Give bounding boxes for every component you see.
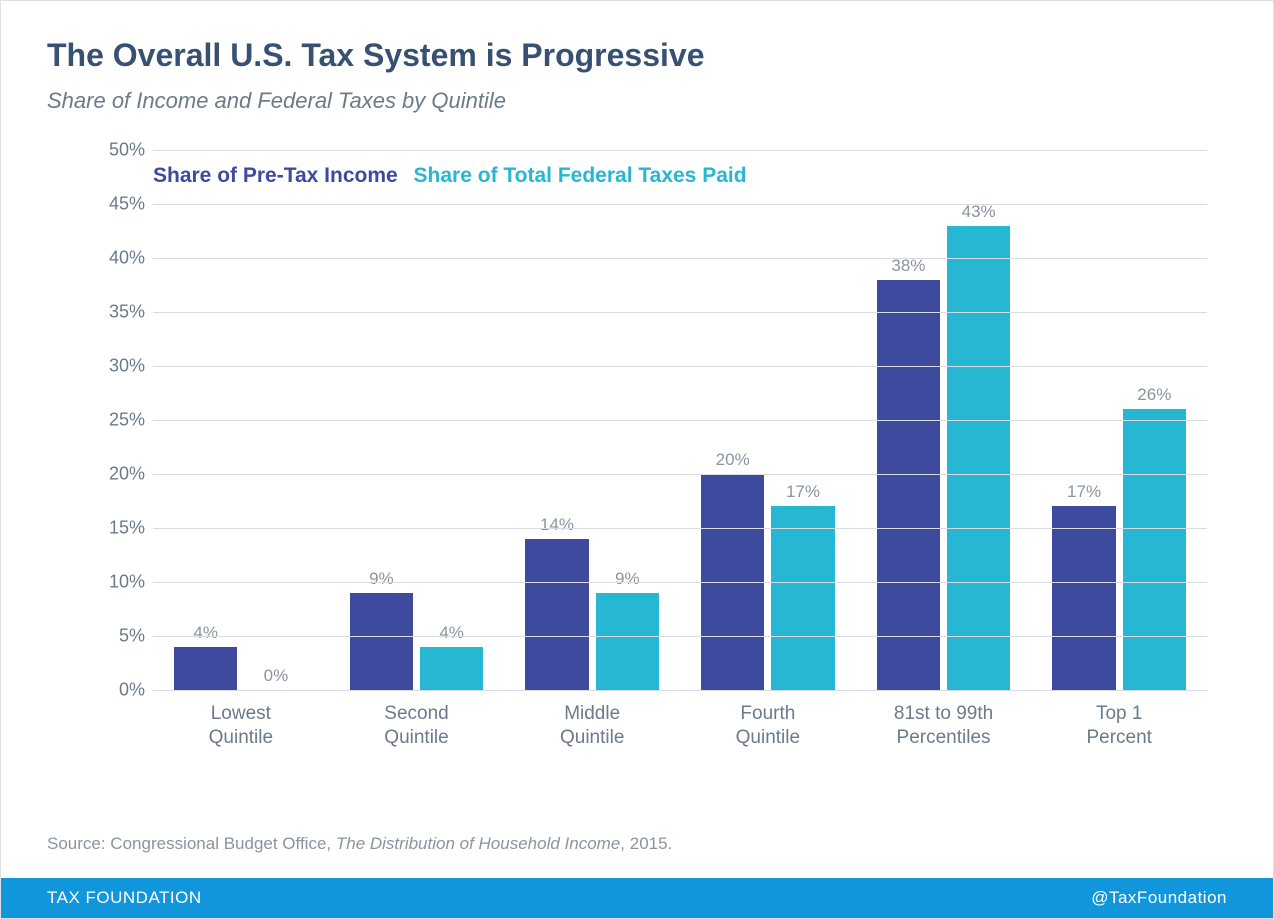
source-italic: The Distribution of Household Income	[336, 834, 620, 853]
bar-value-label: 20%	[701, 450, 764, 470]
x-tick-label: 81st to 99thPercentiles	[856, 696, 1032, 750]
chart-area: Share of Pre-Tax Income Share of Total F…	[77, 150, 1227, 750]
x-tick-label: Top 1Percent	[1031, 696, 1207, 750]
chart-subtitle: Share of Income and Federal Taxes by Qui…	[47, 88, 1227, 114]
y-tick-label: 25%	[91, 410, 145, 431]
footer-bar: TAX FOUNDATION @TaxFoundation	[1, 878, 1273, 918]
legend: Share of Pre-Tax Income Share of Total F…	[153, 164, 747, 188]
y-tick-label: 5%	[91, 626, 145, 647]
gridline	[153, 690, 1207, 691]
bar-value-label: 14%	[525, 515, 588, 535]
bar-value-label: 4%	[420, 623, 483, 643]
gridline	[153, 258, 1207, 259]
x-tick-label: MiddleQuintile	[504, 696, 680, 750]
bar-series-b: 43%	[947, 226, 1010, 690]
x-axis-labels: LowestQuintileSecondQuintileMiddleQuinti…	[153, 696, 1207, 750]
gridline	[153, 636, 1207, 637]
bar-series-a: 4%	[174, 647, 237, 690]
chart-title: The Overall U.S. Tax System is Progressi…	[47, 37, 1227, 74]
legend-series-b: Share of Total Federal Taxes Paid	[414, 164, 747, 187]
y-tick-label: 20%	[91, 464, 145, 485]
footer-brand: TAX FOUNDATION	[47, 888, 202, 908]
bar-series-a: 14%	[525, 539, 588, 690]
x-tick-label: FourthQuintile	[680, 696, 856, 750]
gridline	[153, 528, 1207, 529]
y-tick-label: 35%	[91, 302, 145, 323]
bar-value-label: 9%	[596, 569, 659, 589]
y-tick-label: 50%	[91, 140, 145, 161]
source-prefix: Source: Congressional Budget Office,	[47, 834, 336, 853]
bar-value-label: 0%	[244, 666, 307, 686]
bar-value-label: 17%	[1052, 482, 1115, 502]
bar-value-label: 4%	[174, 623, 237, 643]
bar-value-label: 26%	[1123, 385, 1186, 405]
y-tick-label: 15%	[91, 518, 145, 539]
bar-series-a: 9%	[350, 593, 413, 690]
bar-series-b: 4%	[420, 647, 483, 690]
y-tick-label: 40%	[91, 248, 145, 269]
plot-area: 4%0%9%4%14%9%20%17%38%43%17%26% 0%5%10%1…	[153, 150, 1207, 690]
gridline	[153, 150, 1207, 151]
footer-handle: @TaxFoundation	[1091, 888, 1227, 908]
gridline	[153, 474, 1207, 475]
bar-series-a: 17%	[1052, 506, 1115, 690]
bar-series-b: 26%	[1123, 409, 1186, 690]
source-note: Source: Congressional Budget Office, The…	[47, 834, 672, 854]
bar-series-b: 9%	[596, 593, 659, 690]
legend-series-a: Share of Pre-Tax Income	[153, 164, 398, 187]
y-tick-label: 45%	[91, 194, 145, 215]
bar-value-label: 9%	[350, 569, 413, 589]
gridline	[153, 420, 1207, 421]
x-tick-label: SecondQuintile	[329, 696, 505, 750]
bar-value-label: 17%	[771, 482, 834, 502]
gridline	[153, 312, 1207, 313]
gridline	[153, 366, 1207, 367]
gridline	[153, 582, 1207, 583]
bar-series-b: 17%	[771, 506, 834, 690]
source-suffix: , 2015.	[620, 834, 672, 853]
gridline	[153, 204, 1207, 205]
bar-series-a: 38%	[877, 280, 940, 690]
y-tick-label: 30%	[91, 356, 145, 377]
x-tick-label: LowestQuintile	[153, 696, 329, 750]
y-tick-label: 0%	[91, 680, 145, 701]
y-tick-label: 10%	[91, 572, 145, 593]
